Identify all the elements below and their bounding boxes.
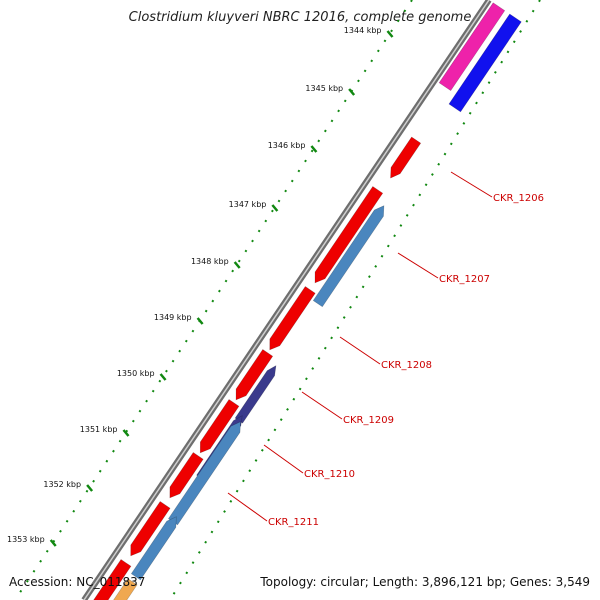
gene-label-leader xyxy=(450,171,493,198)
gene-label-leader xyxy=(263,444,304,474)
tick-label: 1350 kbp xyxy=(117,369,155,378)
gene-label: CKR_1207 xyxy=(439,274,490,285)
position-ticks: 1344 kbp 1345 kbp 1346 kbp 1347 kbp 1348 kbp… xyxy=(7,26,394,547)
gene-label-leader xyxy=(339,336,381,365)
tick-label: 1345 kbp xyxy=(305,84,343,93)
gene-label: CKR_1211 xyxy=(268,517,319,528)
tick-mark xyxy=(386,30,394,38)
tick-mark xyxy=(310,145,318,153)
gene-label: CKR_1209 xyxy=(343,415,394,426)
gene-label-leader xyxy=(301,391,343,420)
tick-mark xyxy=(122,429,130,437)
gene-labels: CKR_1206 CKR_1207 CKR_1208 CKR_1209 CKR_1210… xyxy=(227,171,544,528)
gene-label-leader xyxy=(227,492,268,522)
gene-feature xyxy=(235,349,274,401)
gene-feature xyxy=(130,501,171,557)
tick-mark xyxy=(86,484,94,492)
gene-feature xyxy=(269,286,316,351)
tick-mark xyxy=(49,539,57,547)
tick-label: 1346 kbp xyxy=(268,141,306,150)
tick-mark xyxy=(196,317,204,325)
gene-feature xyxy=(93,559,132,600)
inner-tick-ring xyxy=(169,0,541,600)
tick-mark xyxy=(233,261,241,269)
gene-features xyxy=(93,2,522,600)
tick-label: 1348 kbp xyxy=(191,257,229,266)
gene-label: CKR_1208 xyxy=(381,360,432,371)
gene-label: CKR_1210 xyxy=(304,469,355,480)
gene-feature xyxy=(169,452,204,499)
gene-label-leader xyxy=(397,252,439,279)
gene-feature xyxy=(314,186,384,284)
gene-feature xyxy=(390,136,422,179)
tick-mark xyxy=(271,204,279,212)
tick-label: 1352 kbp xyxy=(43,480,81,489)
gene-label: CKR_1206 xyxy=(493,193,544,204)
genome-summary: Topology: circular; Length: 3,896,121 bp… xyxy=(260,575,590,589)
tick-label: 1353 kbp xyxy=(7,535,45,544)
tick-label: 1351 kbp xyxy=(80,425,118,434)
gene-feature xyxy=(312,205,385,308)
tick-label: 1349 kbp xyxy=(154,313,192,322)
tick-mark xyxy=(348,88,356,96)
accession-label: Accession: NC_011837 xyxy=(9,575,146,589)
outer-tick-ring xyxy=(14,0,413,600)
tick-label: 1344 kbp xyxy=(344,26,382,35)
genome-backbone-highlight xyxy=(83,0,490,600)
gene-feature-orange xyxy=(113,578,138,600)
tick-label: 1347 kbp xyxy=(229,200,267,209)
gene-feature-blue xyxy=(448,13,522,113)
tick-mark xyxy=(159,373,167,381)
gene-feature xyxy=(199,399,240,454)
gene-feature-magenta xyxy=(438,2,506,92)
map-title: Clostridium kluyveri NBRC 12016, complet… xyxy=(128,10,472,25)
gene-feature xyxy=(130,516,177,581)
